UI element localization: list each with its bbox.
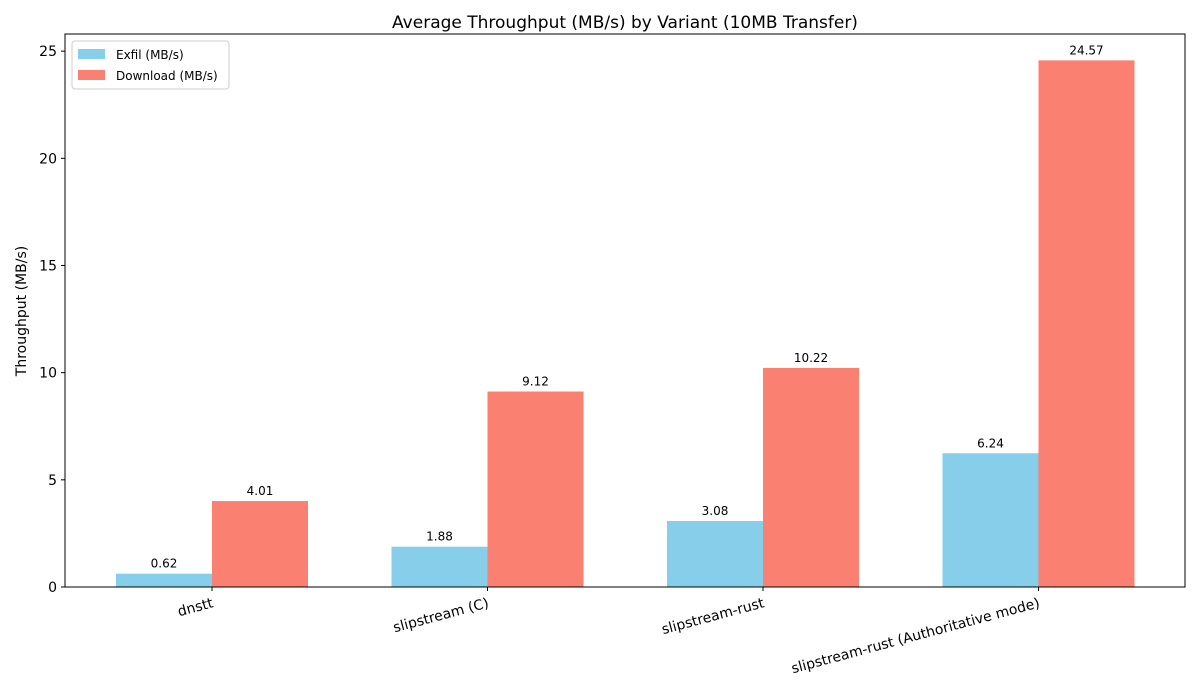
legend-label-download: Download (MB/s) — [116, 69, 218, 83]
y-tick-label: 10 — [39, 366, 57, 382]
data-label: 4.01 — [247, 484, 274, 498]
y-tick-label: 15 — [39, 258, 57, 274]
data-label: 3.08 — [702, 504, 729, 518]
plot-frame — [64, 33, 1186, 588]
data-label: 0.62 — [151, 557, 178, 571]
x-tick-label: dnstt — [176, 595, 215, 620]
bar-exfil — [391, 546, 488, 587]
y-tick-label: 0 — [48, 580, 57, 596]
x-tick-label: slipstream-rust — [660, 595, 767, 638]
x-tick-label: slipstream (C) — [392, 595, 491, 636]
data-label: 6.24 — [977, 436, 1004, 450]
bar-exfil — [667, 520, 763, 587]
y-tick-label: 25 — [39, 44, 57, 60]
y-tick-label: 5 — [48, 473, 57, 489]
data-label: 24.57 — [1069, 43, 1103, 57]
x-tick-label: slipstream-rust (Authoritative mode) — [790, 595, 1042, 677]
legend-label-exfil: Exfil (MB/s) — [116, 48, 184, 62]
bar-exfil — [942, 453, 1039, 587]
legend: Exfil (MB/s) Download (MB/s) — [71, 40, 230, 90]
y-axis-label: Throughput (MB/s) — [14, 246, 30, 377]
data-label: 1.88 — [426, 530, 453, 544]
bar-exfil — [116, 573, 212, 587]
chart-title: Average Throughput (MB/s) by Variant (10… — [392, 13, 858, 33]
legend-swatch-download — [78, 70, 105, 80]
y-tick-label: 20 — [39, 151, 57, 167]
bar-download — [212, 501, 308, 587]
bar-download — [487, 391, 584, 587]
data-label: 9.12 — [522, 375, 549, 389]
bar-download — [763, 367, 859, 587]
data-label: 10.22 — [794, 351, 828, 365]
bar-download — [1038, 60, 1135, 587]
legend-swatch-exfil — [78, 49, 105, 59]
